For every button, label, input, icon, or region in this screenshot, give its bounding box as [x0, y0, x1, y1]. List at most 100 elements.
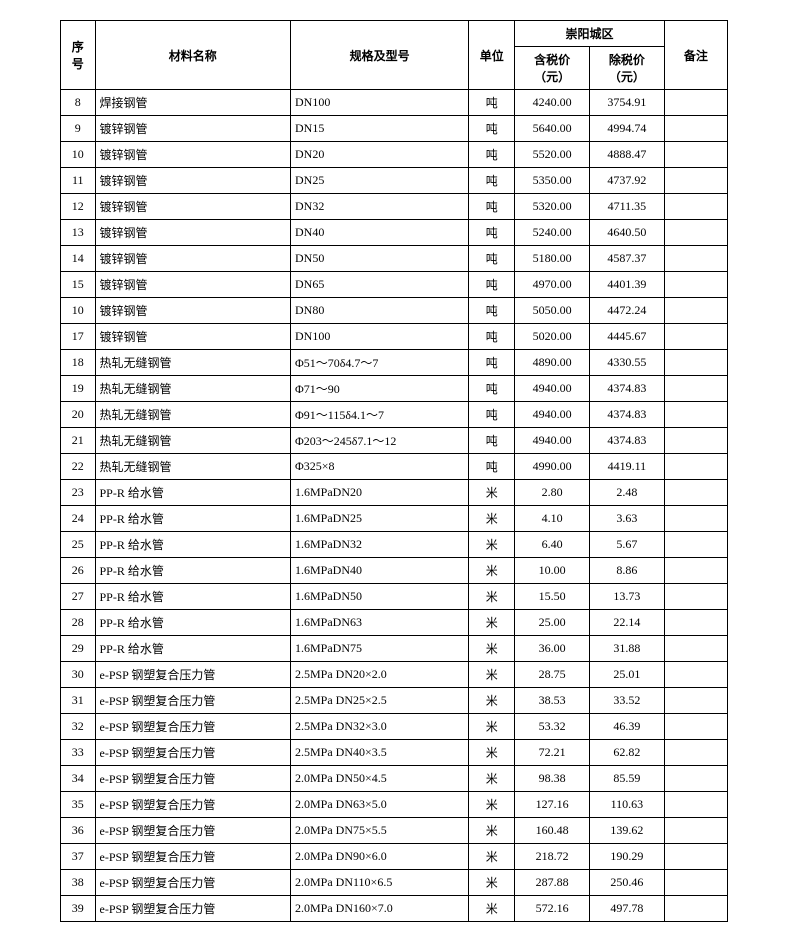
- cell-price-excl: 31.88: [590, 636, 665, 662]
- table-row: 14镀锌钢管DN50吨5180.004587.37: [61, 246, 728, 272]
- cell-price-excl: 25.01: [590, 662, 665, 688]
- cell-name: 热轧无缝钢管: [95, 350, 291, 376]
- cell-price-excl: 4587.37: [590, 246, 665, 272]
- table-row: 28PP-R 给水管1.6MPaDN63米25.0022.14: [61, 610, 728, 636]
- cell-spec: Φ71～90: [291, 376, 469, 402]
- cell-price-incl: 5520.00: [515, 142, 590, 168]
- cell-unit: 米: [469, 740, 515, 766]
- cell-price-excl: 13.73: [590, 584, 665, 610]
- cell-name: PP-R 给水管: [95, 610, 291, 636]
- cell-spec: DN32: [291, 194, 469, 220]
- cell-price-excl: 4374.83: [590, 428, 665, 454]
- table-row: 39e-PSP 钢塑复合压力管2.0MPa DN160×7.0米572.1649…: [61, 896, 728, 922]
- header-region: 崇阳城区: [515, 21, 665, 47]
- cell-price-excl: 4711.35: [590, 194, 665, 220]
- cell-price-incl: 4240.00: [515, 90, 590, 116]
- cell-remark: [664, 350, 727, 376]
- cell-price-incl: 287.88: [515, 870, 590, 896]
- cell-seq: 12: [61, 194, 96, 220]
- cell-spec: 1.6MPaDN25: [291, 506, 469, 532]
- cell-name: 镀锌钢管: [95, 298, 291, 324]
- table-row: 9镀锌钢管DN15吨5640.004994.74: [61, 116, 728, 142]
- cell-price-incl: 28.75: [515, 662, 590, 688]
- table-row: 31e-PSP 钢塑复合压力管2.5MPa DN25×2.5米38.5333.5…: [61, 688, 728, 714]
- cell-unit: 吨: [469, 350, 515, 376]
- cell-seq: 18: [61, 350, 96, 376]
- table-header: 序号 材料名称 规格及型号 单位 崇阳城区 备注 含税价（元） 除税价（元）: [61, 21, 728, 90]
- cell-unit: 吨: [469, 246, 515, 272]
- cell-unit: 吨: [469, 90, 515, 116]
- cell-remark: [664, 558, 727, 584]
- table-row: 8焊接钢管DN100吨4240.003754.91: [61, 90, 728, 116]
- cell-seq: 32: [61, 714, 96, 740]
- cell-price-incl: 98.38: [515, 766, 590, 792]
- cell-remark: [664, 428, 727, 454]
- cell-remark: [664, 142, 727, 168]
- cell-name: 镀锌钢管: [95, 220, 291, 246]
- cell-unit: 米: [469, 558, 515, 584]
- cell-seq: 13: [61, 220, 96, 246]
- cell-spec: 2.0MPa DN75×5.5: [291, 818, 469, 844]
- cell-remark: [664, 454, 727, 480]
- cell-unit: 吨: [469, 220, 515, 246]
- cell-name: e-PSP 钢塑复合压力管: [95, 870, 291, 896]
- cell-spec: DN25: [291, 168, 469, 194]
- cell-remark: [664, 688, 727, 714]
- cell-spec: DN100: [291, 90, 469, 116]
- cell-name: PP-R 给水管: [95, 636, 291, 662]
- cell-seq: 22: [61, 454, 96, 480]
- cell-remark: [664, 714, 727, 740]
- cell-price-excl: 4374.83: [590, 376, 665, 402]
- cell-name: 热轧无缝钢管: [95, 428, 291, 454]
- cell-name: e-PSP 钢塑复合压力管: [95, 740, 291, 766]
- cell-name: 镀锌钢管: [95, 272, 291, 298]
- cell-price-incl: 5020.00: [515, 324, 590, 350]
- cell-price-incl: 4940.00: [515, 402, 590, 428]
- cell-name: PP-R 给水管: [95, 506, 291, 532]
- cell-remark: [664, 376, 727, 402]
- cell-price-incl: 5050.00: [515, 298, 590, 324]
- cell-price-incl: 10.00: [515, 558, 590, 584]
- cell-name: PP-R 给水管: [95, 480, 291, 506]
- cell-name: PP-R 给水管: [95, 532, 291, 558]
- cell-name: 热轧无缝钢管: [95, 454, 291, 480]
- cell-spec: 1.6MPaDN20: [291, 480, 469, 506]
- cell-seq: 17: [61, 324, 96, 350]
- header-remark: 备注: [664, 21, 727, 90]
- cell-seq: 9: [61, 116, 96, 142]
- cell-price-excl: 497.78: [590, 896, 665, 922]
- cell-price-incl: 6.40: [515, 532, 590, 558]
- cell-spec: 2.0MPa DN160×7.0: [291, 896, 469, 922]
- cell-price-incl: 72.21: [515, 740, 590, 766]
- cell-unit: 米: [469, 532, 515, 558]
- cell-remark: [664, 116, 727, 142]
- cell-name: e-PSP 钢塑复合压力管: [95, 766, 291, 792]
- cell-unit: 吨: [469, 272, 515, 298]
- cell-seq: 39: [61, 896, 96, 922]
- cell-price-incl: 160.48: [515, 818, 590, 844]
- cell-name: 镀锌钢管: [95, 324, 291, 350]
- cell-spec: DN20: [291, 142, 469, 168]
- cell-name: 焊接钢管: [95, 90, 291, 116]
- cell-remark: [664, 272, 727, 298]
- cell-name: 热轧无缝钢管: [95, 376, 291, 402]
- table-row: 33e-PSP 钢塑复合压力管2.5MPa DN40×3.5米72.2162.8…: [61, 740, 728, 766]
- cell-unit: 吨: [469, 194, 515, 220]
- cell-price-incl: 4940.00: [515, 376, 590, 402]
- cell-seq: 38: [61, 870, 96, 896]
- table-row: 32e-PSP 钢塑复合压力管2.5MPa DN32×3.0米53.3246.3…: [61, 714, 728, 740]
- cell-price-incl: 127.16: [515, 792, 590, 818]
- table-row: 17镀锌钢管DN100吨5020.004445.67: [61, 324, 728, 350]
- header-seq: 序号: [61, 21, 96, 90]
- cell-price-excl: 4330.55: [590, 350, 665, 376]
- cell-unit: 米: [469, 818, 515, 844]
- cell-spec: DN40: [291, 220, 469, 246]
- cell-price-incl: 5240.00: [515, 220, 590, 246]
- table-row: 19热轧无缝钢管Φ71～90吨4940.004374.83: [61, 376, 728, 402]
- header-material: 材料名称: [95, 21, 291, 90]
- cell-spec: Φ203～245δ7.1～12: [291, 428, 469, 454]
- cell-spec: DN50: [291, 246, 469, 272]
- cell-remark: [664, 194, 727, 220]
- cell-name: e-PSP 钢塑复合压力管: [95, 714, 291, 740]
- cell-seq: 34: [61, 766, 96, 792]
